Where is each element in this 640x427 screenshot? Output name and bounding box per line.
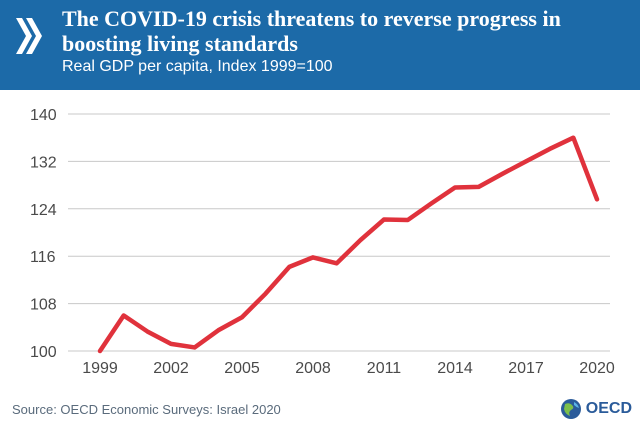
x-tick-label: 2020 <box>579 360 615 377</box>
globe-icon <box>560 399 581 419</box>
y-tick-label: 132 <box>30 154 57 171</box>
y-tick-label: 116 <box>30 249 56 266</box>
y-tick-label: 124 <box>30 202 57 219</box>
x-tick-label: 2002 <box>153 360 189 377</box>
oecd-logo-text: OECD <box>585 400 632 417</box>
x-tick-label: 2008 <box>295 360 331 377</box>
x-tick-label: 2017 <box>508 360 544 377</box>
x-tick-label: 2011 <box>367 360 402 377</box>
source-note: Source: OECD Economic Surveys: Israel 20… <box>12 402 281 417</box>
oecd-logo: OECD <box>559 398 632 420</box>
y-tick-label: 108 <box>30 297 57 314</box>
chart-header: The COVID-19 crisis threatens to reverse… <box>0 0 640 90</box>
x-tick-label: 2005 <box>224 360 260 377</box>
y-tick-label: 100 <box>30 344 57 361</box>
x-tick-label: 1999 <box>82 360 118 377</box>
chart-title: The COVID-19 crisis threatens to reverse… <box>62 6 561 56</box>
series-line <box>97 135 600 354</box>
chevrons-icon <box>16 18 42 54</box>
chart-subtitle: Real GDP per capita, Index 1999=100 <box>62 58 333 75</box>
x-tick-label: 2014 <box>437 360 473 377</box>
y-tick-label: 140 <box>30 107 57 124</box>
line-chart: 100 108 116 124 132 140 1999 2002 2005 2008 2011 20… <box>30 107 615 377</box>
